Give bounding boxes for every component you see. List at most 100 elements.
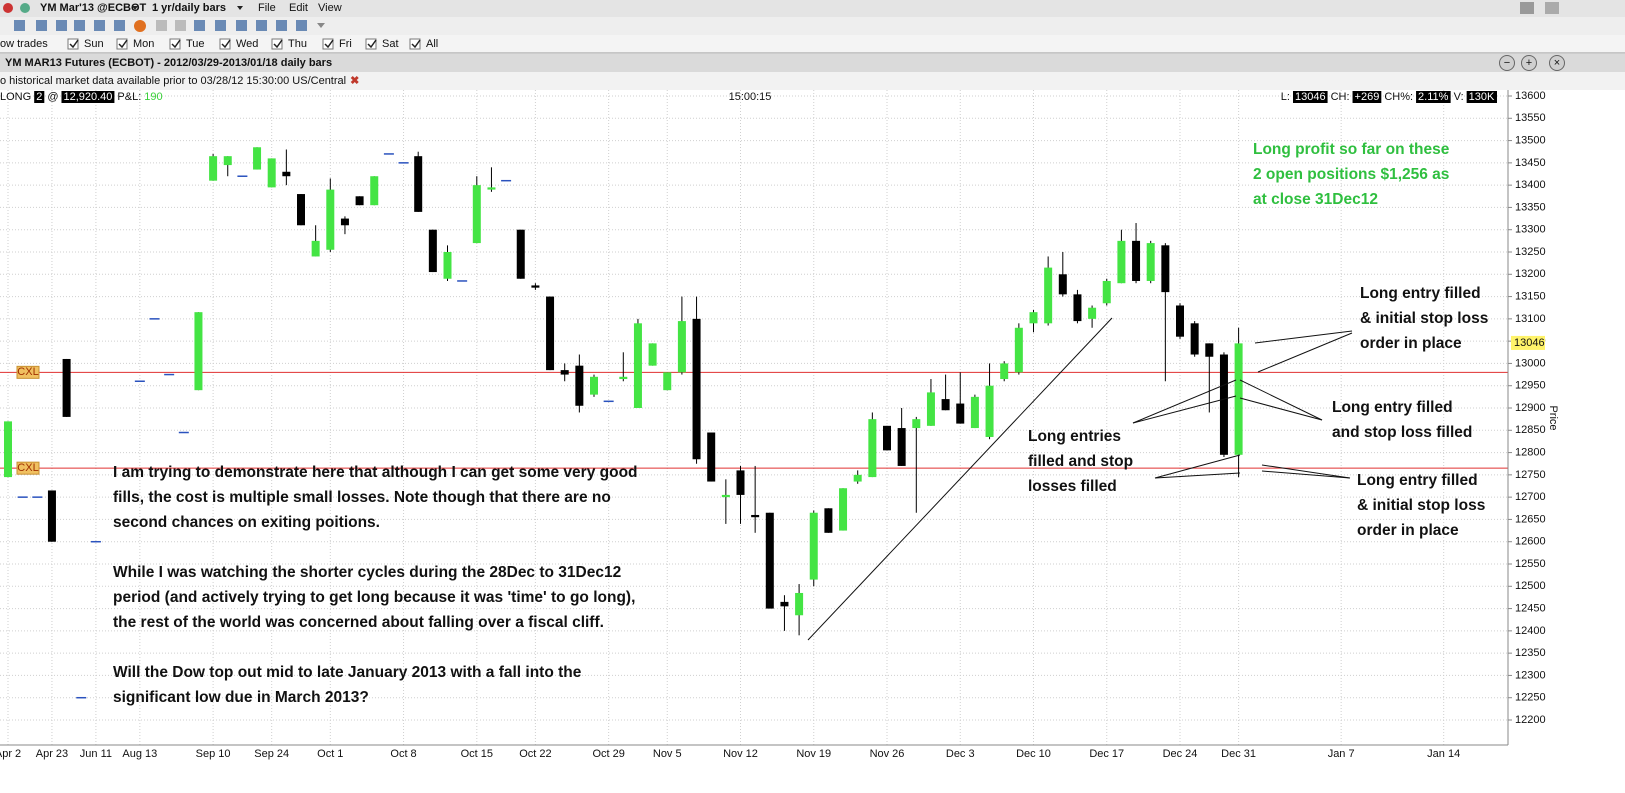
notice-dismiss[interactable]: ✖	[350, 75, 359, 87]
candle-body	[809, 512, 818, 580]
checkmark	[411, 39, 421, 49]
candles	[4, 147, 1243, 699]
checkbox[interactable]	[116, 38, 128, 50]
order-tag	[16, 461, 40, 475]
candle-body	[1044, 267, 1053, 324]
annotation-line: I am trying to demonstrate here that alt…	[113, 464, 638, 481]
quote-label: L:	[1281, 91, 1290, 103]
close-button[interactable]	[1549, 55, 1565, 71]
dropdown-arrow	[132, 6, 138, 10]
callout-line	[1254, 330, 1353, 344]
candle-body	[985, 385, 994, 437]
status: LONG 2 @12,920.40 P&L: 190 15:00:15 L: 13046 CH:…	[0, 91, 1497, 103]
candle-body	[531, 285, 540, 288]
tool[interactable]	[156, 20, 167, 31]
tool[interactable]	[94, 20, 105, 31]
tool[interactable]	[296, 20, 307, 31]
callout-line	[1132, 395, 1237, 424]
x-tick-label: Dec 31	[1221, 748, 1256, 760]
quote-value: 2.11%	[1418, 91, 1449, 103]
candle-body	[1219, 354, 1228, 455]
callout-line	[1132, 379, 1237, 424]
tool[interactable]	[276, 20, 287, 31]
checkbox[interactable]	[169, 38, 181, 50]
y-tick-label: 13300	[1515, 224, 1546, 236]
checkbox[interactable]	[322, 38, 334, 50]
symbol-menu[interactable]: YM Mar'13 @ECBOT	[40, 2, 147, 14]
day-label: Mon	[133, 38, 154, 50]
checkbox[interactable]	[67, 38, 79, 50]
tool[interactable]	[194, 20, 205, 31]
candle-body	[970, 396, 979, 429]
candle-body	[883, 425, 891, 451]
quote-value: 13046	[1295, 91, 1326, 103]
icon	[20, 3, 30, 13]
tool[interactable]	[134, 20, 146, 32]
tool[interactable]	[236, 20, 247, 31]
annotation-line: significant low due in March 2013?	[113, 689, 369, 706]
maximize-button[interactable]	[1521, 55, 1537, 71]
quote-box	[1466, 91, 1497, 103]
menu-item[interactable]: Edit	[289, 2, 308, 14]
x-tick-label: Jan 14	[1427, 748, 1460, 760]
checkbox[interactable]	[271, 38, 283, 50]
annotation-line: losses filled	[1028, 478, 1117, 495]
candle-body	[1234, 343, 1243, 455]
close-glyph: ×	[1554, 57, 1560, 69]
candle-body	[1190, 323, 1199, 355]
x-tick-label: Apr 2	[0, 748, 21, 760]
checkmark	[69, 39, 79, 49]
annotation-line: fills, the cost is multiple small losses…	[113, 489, 611, 506]
candle-body	[560, 370, 569, 375]
status-value: 2	[36, 91, 42, 103]
callout-line	[1257, 332, 1353, 373]
tool[interactable]	[74, 20, 85, 31]
y-tick-label: 13250	[1515, 246, 1546, 258]
candle-body	[209, 156, 218, 181]
candle-body	[1088, 307, 1097, 319]
x-tick-label: Nov 5	[653, 748, 682, 760]
tool[interactable]	[36, 20, 47, 31]
status-label: LONG	[0, 91, 31, 103]
y-tick-label: 12400	[1515, 625, 1546, 637]
annotation-line: order in place	[1360, 335, 1462, 352]
candle-body	[590, 376, 598, 395]
quote-label: CH%:	[1384, 91, 1413, 103]
day-label: Sun	[84, 38, 104, 50]
tool[interactable]	[56, 20, 67, 31]
menu-item[interactable]: View	[318, 2, 342, 14]
tool[interactable]	[256, 20, 267, 31]
last-price-tag	[1511, 335, 1545, 350]
tool[interactable]	[175, 20, 186, 31]
period-menu[interactable]: 1 yr/daily bars	[152, 2, 226, 14]
candle-body	[223, 156, 232, 166]
callout-line	[1261, 470, 1351, 479]
x-tick-label: Oct 22	[519, 748, 551, 760]
x-tick-label: Sep 10	[196, 748, 231, 760]
tool[interactable]	[215, 20, 226, 31]
tool[interactable]	[114, 20, 125, 31]
annotation-line: & initial stop loss	[1357, 497, 1485, 514]
menu-item[interactable]: File	[258, 2, 276, 14]
y-tick-label: 12250	[1515, 692, 1546, 704]
candle-body	[1117, 240, 1126, 284]
checkbox[interactable]	[365, 38, 377, 50]
annotation-line: Long entry filled	[1357, 472, 1478, 489]
chart-area	[0, 90, 1625, 793]
x-tick-label: Dec 17	[1089, 748, 1124, 760]
minimize-button[interactable]	[1499, 55, 1515, 71]
quote-label: V:	[1454, 91, 1464, 103]
annotation-line: at close 31Dec12	[1253, 191, 1378, 208]
tool[interactable]	[317, 23, 325, 28]
candle-body	[751, 514, 760, 518]
status-label: P&L:	[117, 91, 141, 103]
tool[interactable]	[14, 20, 25, 31]
candle-body	[1000, 363, 1009, 380]
minimize-glyph: −	[1504, 57, 1510, 69]
annotation-line: Long profit so far on these	[1253, 141, 1450, 158]
checkbox[interactable]	[219, 38, 231, 50]
x-tick-label: Apr 23	[36, 748, 68, 760]
checkbox[interactable]	[409, 38, 421, 50]
y-tick-label: 13200	[1515, 268, 1546, 280]
